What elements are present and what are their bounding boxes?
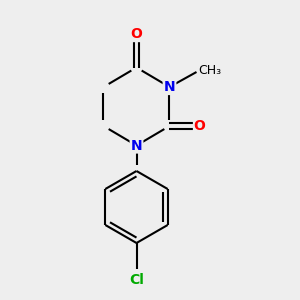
Text: N: N <box>131 139 142 152</box>
Text: Cl: Cl <box>129 273 144 287</box>
Text: O: O <box>194 119 206 133</box>
Text: O: O <box>130 28 142 41</box>
Text: N: N <box>164 80 175 94</box>
Text: CH₃: CH₃ <box>198 64 221 77</box>
